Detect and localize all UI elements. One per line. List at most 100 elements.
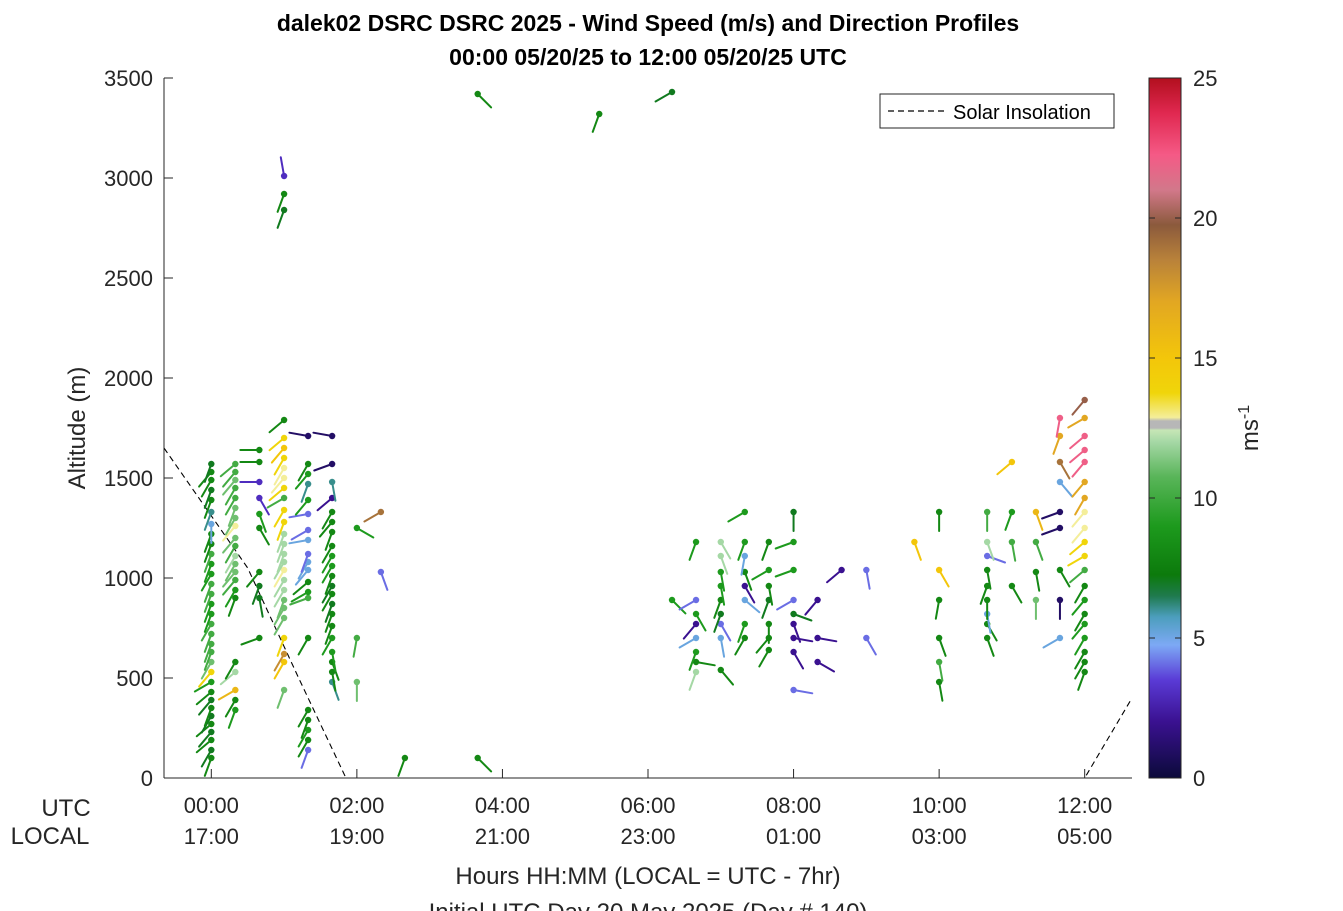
wind-barb-dot [790, 620, 797, 628]
y-tick-label: 1500 [104, 466, 153, 491]
wind-barb-dot [328, 552, 336, 560]
wind-barb-dot [790, 566, 797, 574]
wind-barb-dot [328, 562, 336, 570]
wind-barb-dot [1032, 508, 1040, 516]
wind-barb-dot [328, 634, 336, 642]
x-tick-label-utc: 08:00 [766, 793, 821, 818]
wind-barb-dot [668, 596, 676, 604]
wind-barb-dot [328, 648, 336, 656]
wind-barb-dot [280, 484, 288, 492]
x-tick-label-utc: 04:00 [475, 793, 530, 818]
wind-barb-dot [208, 678, 215, 686]
wind-barb-dot [208, 560, 215, 568]
wind-barb-dot [304, 716, 312, 724]
wind-barb-dot [1032, 596, 1040, 604]
wind-barb-dot [280, 434, 288, 442]
wind-barb-dot [328, 542, 336, 550]
wind-barb-dot [1008, 458, 1016, 466]
wind-barb-dot [208, 570, 215, 578]
colorbar-label: ms-1 [1236, 405, 1264, 451]
wind-barb-dot [208, 728, 215, 736]
wind-barb-dot [256, 494, 263, 502]
wind-barb-dot [328, 478, 336, 486]
wind-barb-dot [232, 594, 239, 602]
wind-barb-dot [814, 596, 821, 604]
wind-barb-dot [741, 620, 748, 628]
wind-barb-dot [208, 508, 215, 516]
wind-barb-dot [328, 668, 336, 676]
wind-barb-dot [304, 736, 312, 744]
wind-barb-dot [377, 508, 385, 516]
wind-barb-dot [280, 650, 288, 658]
x-tick-label-utc: 06:00 [620, 793, 675, 818]
wind-barb-dot [208, 496, 215, 504]
wind-barb-dot [208, 486, 215, 494]
x-tick-label-local: 21:00 [475, 824, 530, 849]
wind-barb-dot [328, 572, 336, 580]
wind-barb-dot [935, 634, 943, 642]
wind-barb-dot [983, 634, 991, 642]
wind-barb-dot [1056, 524, 1064, 532]
wind-barb-dot [280, 494, 288, 502]
wind-barb-dot [208, 580, 215, 588]
wind-barb-dot [304, 706, 312, 714]
wind-barb-dot [692, 634, 700, 642]
wind-barb-dot [256, 446, 263, 454]
wind-barb-dot [232, 560, 239, 568]
colorbar-ticks: 0 5 10 15 20 25 [1149, 66, 1217, 791]
wind-barb-dot [983, 566, 991, 574]
wind-barb-dot [1081, 494, 1088, 502]
wind-barb-dot [232, 542, 239, 550]
wind-barb-dot [765, 538, 773, 546]
wind-barb-dot [911, 538, 918, 546]
wind-barb-dot [863, 634, 870, 642]
wind-barb-dot [232, 686, 239, 694]
colorbar-unit-exponent: -1 [1236, 405, 1253, 419]
wind-barb-dot [1081, 552, 1088, 560]
wind-barb-dot [1081, 432, 1088, 440]
legend-label: Solar Insolation [953, 102, 1091, 124]
wind-barb-dot [208, 640, 215, 648]
wind-barb-dot [935, 658, 943, 666]
wind-barb-dot [353, 678, 361, 686]
wind-barb-dot [304, 432, 312, 440]
wind-barb-dot [935, 566, 943, 574]
wind-barb-dot [1056, 596, 1064, 604]
wind-barb-dot [1081, 458, 1088, 466]
x-tick-label-local: 17:00 [184, 824, 239, 849]
wind-barb-dot [232, 668, 239, 676]
wind-barb-dot [692, 658, 700, 666]
wind-barb-dot [328, 582, 336, 590]
wind-barb-dot [717, 666, 724, 674]
wind-barb-dot [1032, 568, 1040, 576]
wind-barb-dot [208, 746, 215, 754]
utc-row-label: UTC [41, 795, 90, 822]
wind-barb-dot [280, 614, 288, 622]
wind-barb-dot [1056, 478, 1064, 486]
wind-barb-dot [232, 476, 239, 484]
wind-barbs [193, 88, 1088, 777]
wind-barb-dot [208, 520, 215, 528]
wind-barb-dot [1081, 648, 1088, 656]
wind-barb-dot [208, 600, 215, 608]
x-axis-label-2: Initial UTC Day 20 May 2025 (Day # 140) [429, 899, 868, 911]
wind-barb-dot [208, 696, 215, 704]
wind-barb-dot [256, 634, 263, 642]
wind-barb-dot [1056, 508, 1064, 516]
wind-barb-dot [280, 596, 288, 604]
wind-barb-dot [232, 534, 239, 542]
wind-barb-dot [1081, 414, 1088, 422]
wind-barb-dot [790, 610, 797, 618]
colorbar-unit: ms [1237, 419, 1264, 451]
wind-barb-dot [328, 518, 336, 526]
wind-barb-dot [377, 568, 385, 576]
x-tick-label-local: 23:00 [620, 824, 675, 849]
x-tick-label-local: 19:00 [329, 824, 384, 849]
wind-barb-dot [935, 678, 943, 686]
wind-barb-dot [280, 416, 288, 424]
wind-barb-dot [1081, 668, 1088, 676]
wind-barb-dot [1081, 634, 1088, 642]
y-axis-label: Altitude (m) [64, 367, 91, 490]
wind-barb-dot [1081, 396, 1088, 404]
